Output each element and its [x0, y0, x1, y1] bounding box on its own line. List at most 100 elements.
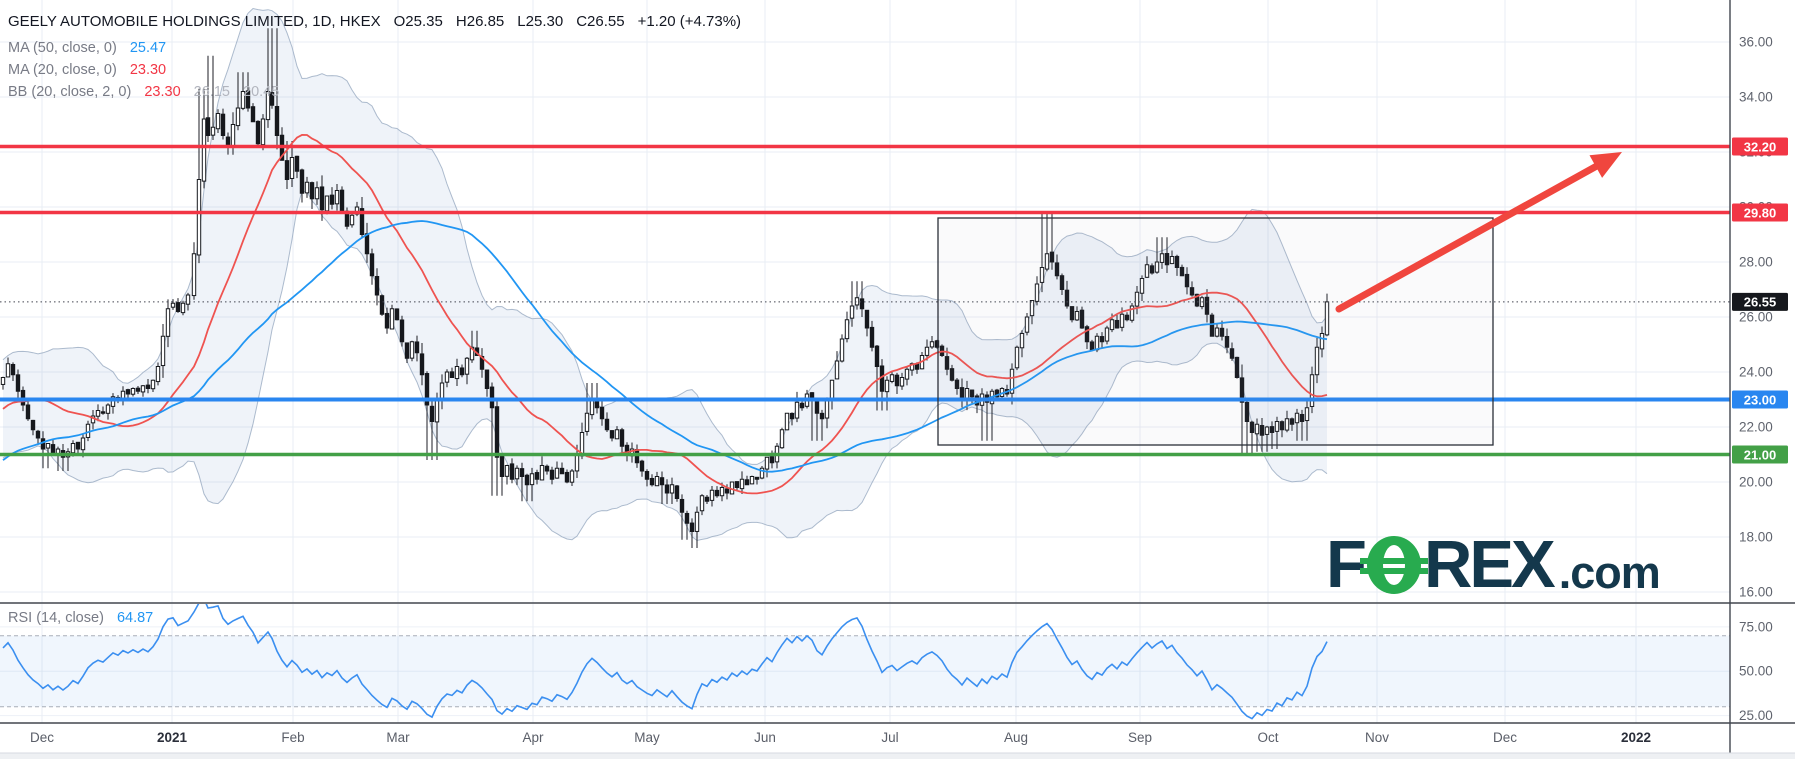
candle-up	[85, 423, 91, 438]
candle-down	[10, 363, 16, 376]
indicator-row-bb[interactable]: BB (20, close, 2, 0) 23.30 26.15 20.45	[8, 84, 279, 100]
candle-down	[1049, 251, 1055, 263]
candle-down	[724, 488, 730, 494]
candle-down	[644, 471, 650, 480]
candle-up	[105, 404, 111, 414]
price-tick-label: 34.00	[1739, 90, 1773, 105]
candle-down	[714, 489, 720, 497]
candle-down	[1259, 425, 1265, 436]
trend-arrow-annotation[interactable]	[1335, 152, 1622, 313]
candle-down	[534, 472, 540, 480]
candle-down	[274, 105, 280, 137]
price-badge-label: 23.00	[1744, 392, 1777, 407]
candle-down	[1174, 255, 1180, 268]
ohlc-low: L25.30	[517, 13, 564, 30]
candle-up	[130, 388, 136, 395]
time-axis[interactable]: Dec 2021 Feb Mar Apr May Jun Jul Aug Sep Oct Nov Dec…	[30, 730, 1651, 745]
price-badge	[1732, 445, 1788, 464]
ma50-label: MA (50, close, 0)	[8, 40, 117, 56]
candle-up	[5, 363, 11, 378]
candle-up	[1024, 316, 1030, 333]
time-axis-month-label: Sep	[1128, 730, 1152, 745]
candle-down	[639, 460, 645, 472]
candle-up	[45, 443, 51, 449]
candle-up	[160, 335, 166, 367]
indicator-row-ma50[interactable]: MA (50, close, 0) 25.47	[8, 40, 166, 56]
candle-up	[409, 341, 415, 359]
price-axis[interactable]: 36.0034.0032.0030.0028.0026.0024.0022.00…	[1732, 35, 1788, 724]
candle-down	[364, 233, 370, 255]
candle-up	[191, 253, 197, 297]
candle-up	[929, 341, 935, 348]
candle-down	[255, 120, 261, 145]
candle-up	[514, 467, 520, 480]
candle-up	[899, 377, 905, 387]
candle-down	[1229, 348, 1235, 359]
watermark-rex: REX	[1423, 527, 1556, 602]
candle-down	[499, 455, 505, 477]
candle-down	[394, 308, 400, 321]
price-badge	[1732, 292, 1788, 311]
candle-up	[1154, 261, 1160, 273]
candle-up	[140, 385, 146, 393]
candle-up	[1294, 412, 1300, 424]
indicator-row-rsi[interactable]: RSI (14, close) 64.87	[8, 610, 153, 626]
indicator-row-ma20[interactable]: MA (20, close, 0) 23.30	[8, 62, 166, 78]
time-axis-month-label: Apr	[522, 730, 544, 745]
candle-down	[205, 117, 211, 136]
candle-up	[185, 294, 191, 305]
candle-up	[289, 157, 295, 179]
support-resistance-lines[interactable]	[0, 144, 1730, 457]
candle-up	[454, 366, 460, 380]
candle-down	[175, 302, 181, 313]
candle-down	[1189, 287, 1195, 296]
candle-down	[1194, 293, 1200, 307]
price-tick-label: 26.00	[1739, 310, 1773, 325]
candle-down	[954, 379, 960, 390]
price-tick-label: 28.00	[1739, 255, 1773, 270]
candle-down	[664, 484, 670, 494]
candle-down	[544, 465, 550, 472]
candle-down	[1124, 314, 1130, 321]
candle-up	[904, 368, 910, 380]
candle-down	[609, 430, 615, 439]
symbol-legend-row[interactable]: GEELY AUTOMOBILE HOLDINGS LIMITED, 1D, H…	[8, 13, 741, 30]
candle-up	[240, 91, 246, 109]
range-box-annotation[interactable]	[937, 217, 1494, 446]
candle-up	[589, 399, 595, 416]
rsi-tick-label: 75.00	[1739, 619, 1773, 634]
candle-down	[559, 467, 565, 475]
forex-logo-o-icon	[1359, 536, 1428, 594]
candle-up	[574, 454, 580, 472]
candle-up	[1324, 301, 1330, 336]
candle-up	[839, 338, 845, 362]
rsi-label: RSI (14, close)	[8, 610, 104, 626]
candle-up	[569, 470, 575, 483]
candle-up	[265, 91, 271, 121]
candle-down	[484, 369, 490, 389]
candle-down	[1069, 306, 1075, 321]
candle-down	[145, 384, 151, 390]
candle-down	[789, 412, 795, 420]
candle-down	[1054, 262, 1060, 277]
time-axis-month-label: Feb	[281, 730, 304, 745]
time-axis-year-label: 2022	[1621, 730, 1651, 745]
candle-down	[619, 429, 625, 447]
candle-down	[299, 169, 305, 194]
candle-down	[15, 374, 21, 392]
rsi-tick-label: 50.00	[1739, 664, 1773, 679]
candle-up	[444, 371, 450, 383]
time-axis-month-label: Dec	[1493, 730, 1517, 745]
candle-down	[1269, 426, 1275, 434]
candle-up	[699, 495, 705, 512]
price-badge	[1732, 390, 1788, 409]
rsi-pane[interactable]	[0, 599, 1730, 720]
candle-up	[150, 379, 156, 390]
candle-up	[170, 302, 176, 308]
candle-down	[894, 374, 900, 387]
candle-up	[1074, 311, 1080, 321]
candle-down	[944, 356, 950, 370]
